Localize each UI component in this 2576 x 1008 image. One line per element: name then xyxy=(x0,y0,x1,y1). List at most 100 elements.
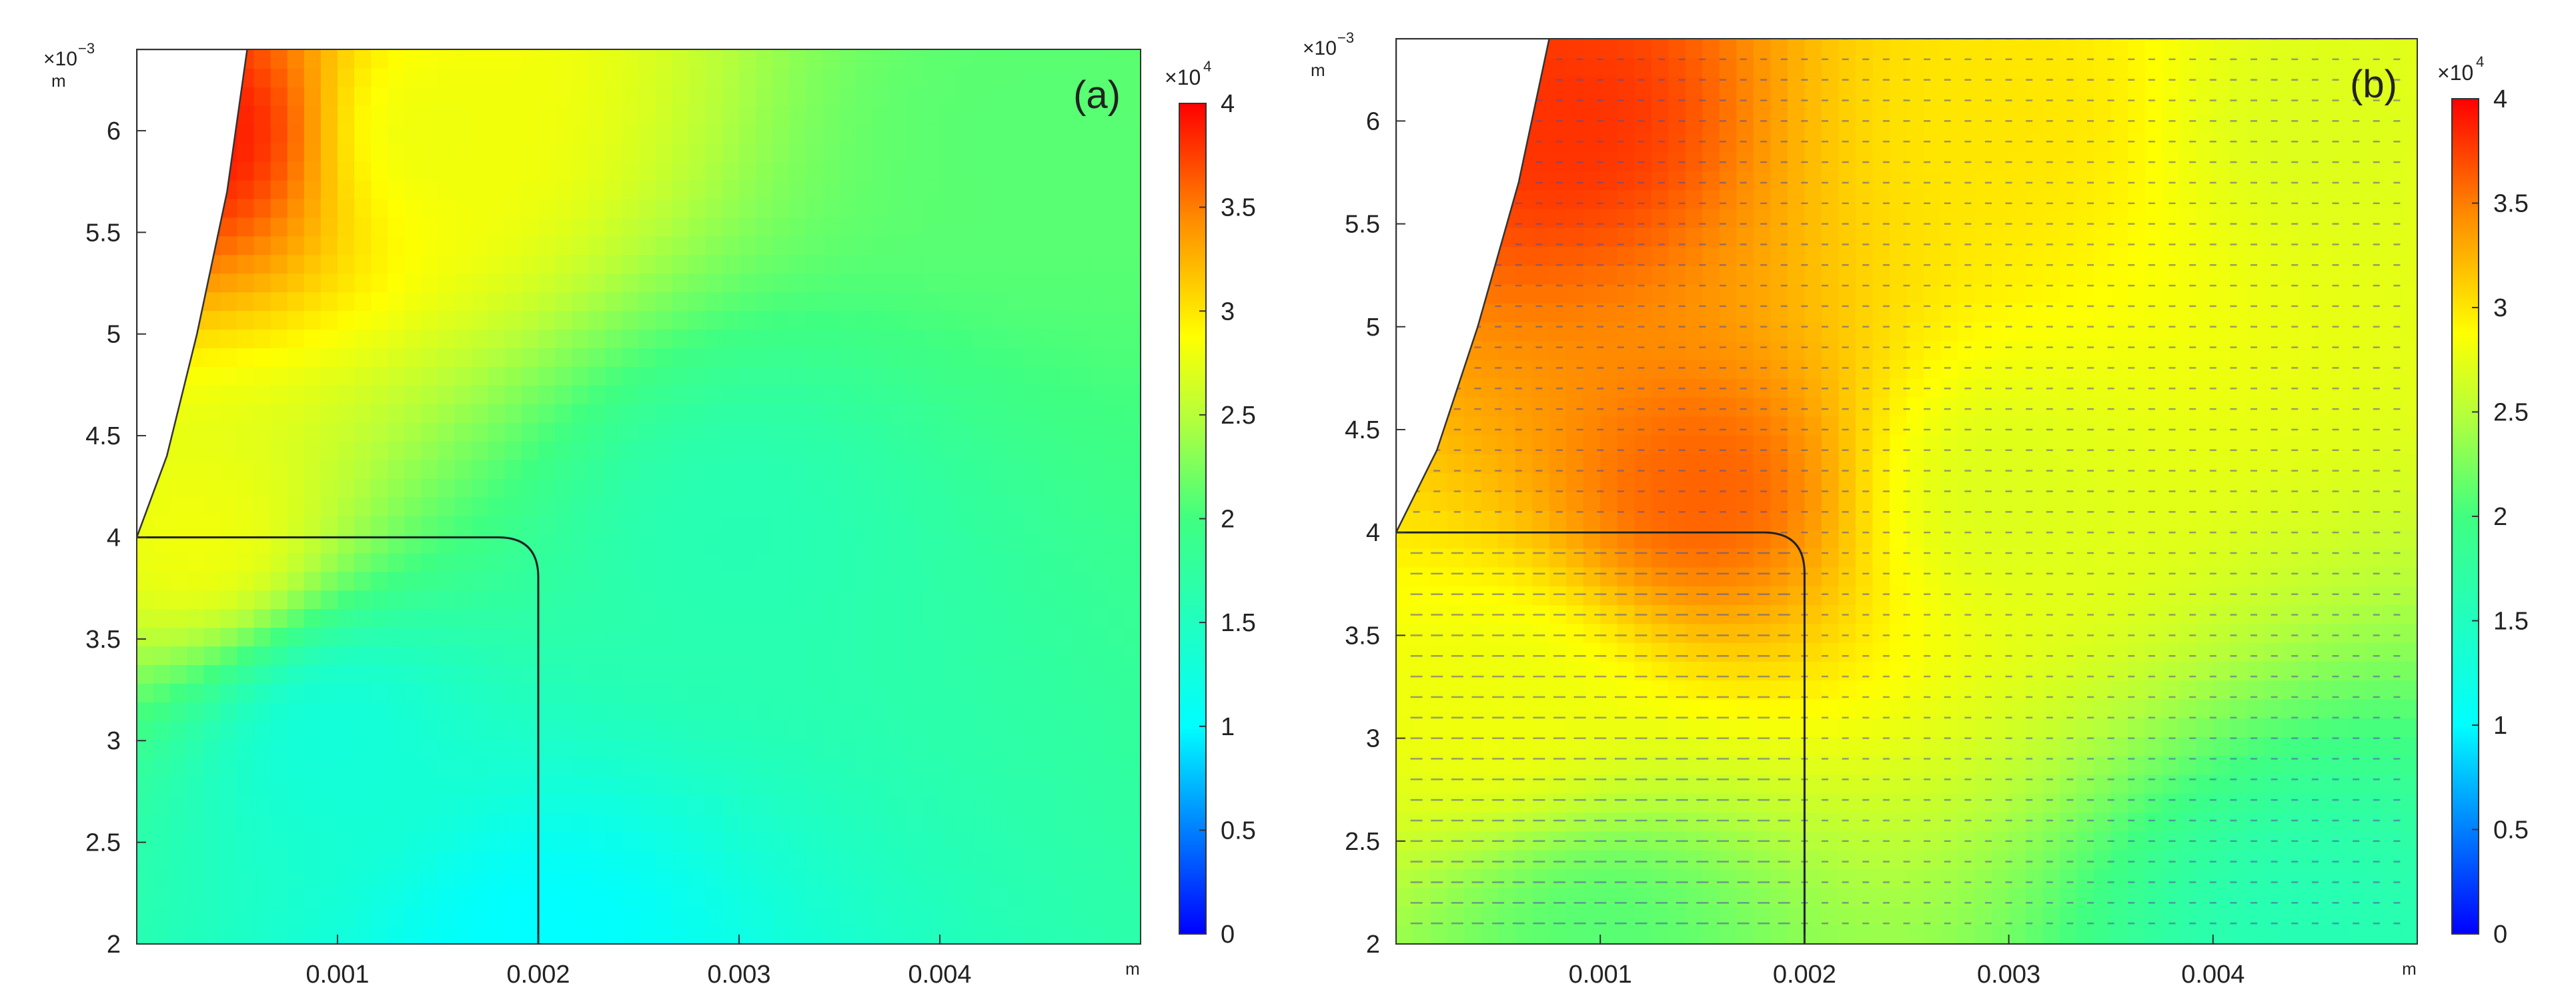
field-cell xyxy=(538,776,556,796)
field-cell xyxy=(638,86,656,106)
field-cell xyxy=(2008,416,2027,436)
field-cell xyxy=(940,608,958,628)
field-cell xyxy=(789,496,807,516)
field-cell xyxy=(688,179,706,199)
field-cell xyxy=(940,682,958,702)
field-cell xyxy=(1634,698,1652,718)
field-cell xyxy=(1430,585,1448,606)
field-cell xyxy=(2042,133,2061,153)
field-cell xyxy=(956,646,975,665)
field-cell xyxy=(2026,189,2044,209)
field-cell xyxy=(1447,887,1465,907)
field-cell xyxy=(1821,245,1840,266)
field-cell xyxy=(572,235,590,256)
field-cell xyxy=(856,646,874,665)
field-cell xyxy=(1023,571,1041,591)
field-cell xyxy=(956,273,975,293)
field-cell xyxy=(1600,548,1618,568)
field-cell xyxy=(922,515,940,535)
field-cell xyxy=(638,105,656,125)
field-cell xyxy=(588,478,606,498)
field-cell xyxy=(1617,322,1636,342)
field-cell xyxy=(555,292,573,312)
field-cell xyxy=(253,235,271,256)
field-cell xyxy=(789,552,807,572)
field-cell xyxy=(1838,510,1856,530)
field-cell xyxy=(1549,397,1567,417)
field-cell xyxy=(1770,698,1788,718)
field-cell xyxy=(1600,359,1618,379)
field-cell xyxy=(388,720,406,740)
field-cell xyxy=(1057,608,1075,628)
field-cell xyxy=(555,757,573,777)
field-cell xyxy=(940,832,958,852)
field-cell xyxy=(1872,245,1890,266)
field-cell xyxy=(237,590,255,610)
field-cell xyxy=(638,869,656,889)
field-cell xyxy=(806,776,824,796)
field-cell xyxy=(906,851,924,871)
field-cell xyxy=(655,907,673,927)
field-cell xyxy=(1855,868,1874,889)
field-cell xyxy=(622,459,640,479)
field-cell xyxy=(338,67,356,87)
field-cell xyxy=(572,608,590,628)
field-cell xyxy=(1123,925,1141,944)
field-cell xyxy=(1634,57,1652,77)
colorbar-multiplier-exp: 4 xyxy=(1203,58,1211,75)
field-cell xyxy=(1804,170,1822,191)
field-cell xyxy=(973,869,991,889)
field-cell xyxy=(1396,736,1414,757)
field-cell xyxy=(538,646,556,665)
field-cell xyxy=(287,571,305,591)
field-cell xyxy=(1040,646,1058,665)
field-cell xyxy=(253,869,271,889)
field-cell xyxy=(990,664,1008,684)
field-cell xyxy=(303,757,321,777)
field-cell xyxy=(1566,717,1584,738)
field-cell xyxy=(338,273,356,293)
field-cell xyxy=(922,738,940,759)
field-cell xyxy=(655,534,673,554)
field-cell xyxy=(2026,585,2044,606)
field-cell xyxy=(806,292,824,312)
field-cell xyxy=(170,795,188,815)
field-cell xyxy=(672,907,690,927)
field-cell xyxy=(605,776,623,796)
field-cell xyxy=(956,384,975,404)
field-cell xyxy=(1447,472,1465,492)
field-cell xyxy=(1787,133,1806,153)
field-cell xyxy=(572,832,590,852)
field-cell xyxy=(354,478,372,498)
field-cell xyxy=(688,123,706,143)
field-cell xyxy=(1651,416,1670,436)
field-cell xyxy=(1668,925,1686,944)
field-cell xyxy=(1583,95,1601,115)
field-cell xyxy=(922,832,940,852)
field-cell xyxy=(705,925,723,944)
field-cell xyxy=(2110,189,2129,209)
field-cell xyxy=(772,571,790,591)
field-cell xyxy=(237,161,255,181)
field-cell xyxy=(1464,698,1482,718)
field-cell xyxy=(1600,698,1618,718)
field-cell xyxy=(572,664,590,684)
field-cell xyxy=(338,403,356,423)
field-cell xyxy=(839,832,857,852)
field-cell xyxy=(1447,849,1465,869)
field-cell xyxy=(1974,623,1993,643)
field-cell xyxy=(1753,95,1772,115)
field-cell xyxy=(287,235,305,256)
field-cell xyxy=(270,496,288,516)
field-cell xyxy=(722,292,740,312)
field-cell xyxy=(956,552,975,572)
field-cell xyxy=(187,813,205,833)
field-cell xyxy=(237,682,255,702)
field-cell xyxy=(1007,292,1025,312)
field-cell xyxy=(789,217,807,237)
field-cell xyxy=(1958,322,1976,342)
field-cell xyxy=(1107,738,1125,759)
field-cell xyxy=(2110,359,2129,379)
field-cell xyxy=(471,273,489,293)
field-cell xyxy=(1447,736,1465,757)
